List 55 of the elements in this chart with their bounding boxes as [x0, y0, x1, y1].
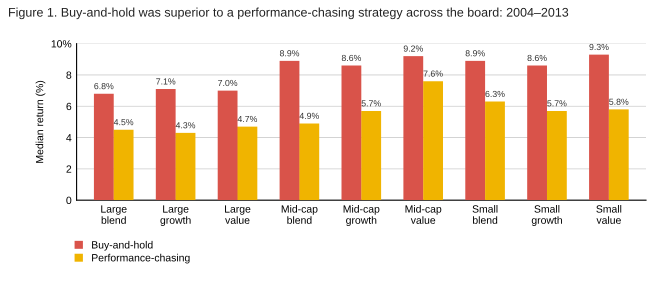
data-label: 5.7% [362, 100, 381, 106]
bar [94, 94, 114, 200]
x-tick-label: Mid-cap blend [282, 205, 318, 224]
chart-title: Figure 1. Buy-and-hold was superior to a performance-chasing strategy across the board: 2004–2013 [9, 8, 568, 20]
bar [238, 126, 258, 200]
bar [342, 66, 362, 200]
bar [403, 56, 424, 200]
bar [546, 110, 567, 200]
bar [299, 123, 320, 200]
bar [589, 54, 609, 200]
y-tick-label: 6 [66, 102, 72, 110]
x-tick-label: Small blend [472, 205, 498, 224]
y-tick-label: 2 [66, 165, 72, 173]
bar [527, 66, 547, 200]
x-tick-label: Large blend [101, 205, 127, 224]
data-label: 7.6% [424, 70, 443, 77]
data-label: 8.6% [527, 54, 547, 62]
data-label: 8.6% [342, 54, 362, 62]
x-tick-label: Large growth [160, 205, 191, 226]
x-tick-label: Small value [596, 205, 622, 224]
data-label: 9.2% [404, 45, 423, 52]
data-label: 5.7% [547, 100, 567, 106]
bar [608, 109, 629, 200]
data-label: 7.1% [156, 78, 176, 84]
data-label: 8.9% [280, 50, 300, 56]
bar [156, 89, 176, 200]
data-label: 4.3% [176, 122, 196, 128]
data-label: 5.8% [609, 98, 628, 105]
y-tick-label: 8 [66, 71, 72, 79]
legend-label: Performance-chasing [92, 254, 190, 264]
y-tick-label: 10% [52, 40, 72, 48]
bar [176, 132, 196, 200]
x-tick-label: Small growth [532, 205, 562, 226]
legend-label: Buy-and-hold [92, 240, 153, 251]
y-tick-label: 0 [66, 196, 72, 204]
bar [280, 60, 300, 200]
data-label: 6.3% [485, 90, 505, 98]
y-tick-label: 4 [66, 134, 72, 142]
bar [114, 130, 134, 200]
bar [465, 60, 486, 200]
data-label: 6.8% [94, 83, 114, 90]
bar [485, 102, 505, 200]
x-tick-label: Large value [225, 205, 250, 224]
y-axis-title: Median return (%) [36, 80, 46, 163]
bar [423, 81, 444, 200]
bar [218, 90, 238, 200]
data-label: 9.3% [589, 44, 609, 50]
data-label: 4.5% [114, 119, 134, 126]
x-tick-label: Mid-cap value [406, 205, 442, 224]
bar [361, 110, 382, 200]
data-label: 4.9% [300, 112, 319, 119]
data-label: 4.7% [238, 116, 258, 122]
data-label: 7.0% [218, 80, 238, 86]
data-label: 8.9% [466, 50, 485, 56]
x-tick-label: Mid-cap growth [344, 205, 380, 226]
